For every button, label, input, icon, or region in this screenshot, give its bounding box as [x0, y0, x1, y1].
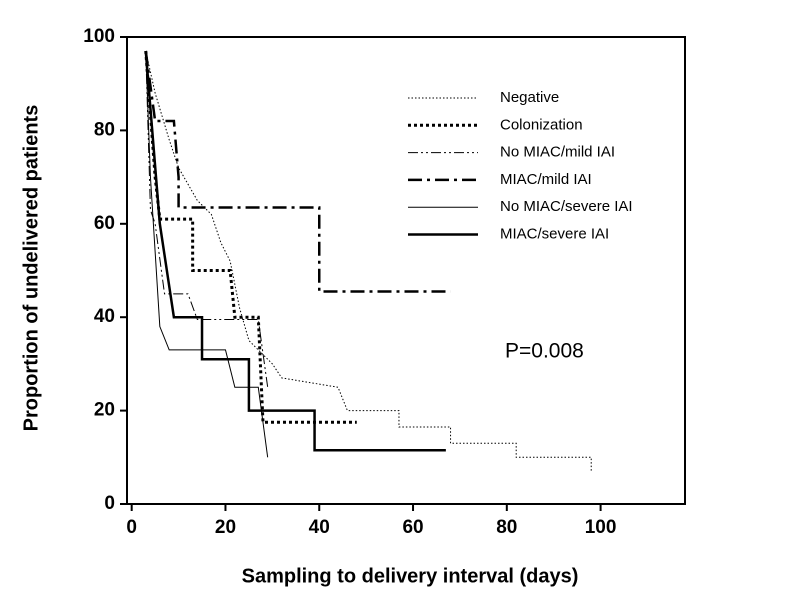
y-tick-label: 40 [94, 306, 115, 327]
legend-label: No MIAC/severe IAI [500, 198, 633, 215]
series-line [144, 50, 357, 424]
x-axis-label: Sampling to delivery interval (days) [242, 565, 579, 587]
annotation: P=0.008 [505, 340, 584, 363]
series-line [145, 50, 269, 388]
legend-label: Colonization [500, 116, 583, 133]
y-tick-label: 0 [104, 493, 115, 514]
legend-label: No MIAC/mild IAI [500, 144, 615, 161]
x-tick-label: 60 [402, 517, 423, 538]
x-tick-label: 0 [126, 517, 137, 538]
legend-label: MIAC/mild IAI [500, 171, 592, 188]
plot-frame [126, 36, 686, 505]
legend-label: Negative [500, 89, 559, 106]
series-line [145, 50, 592, 472]
series-line [144, 50, 446, 452]
x-tick-label: 100 [585, 517, 617, 538]
x-tick-label: 40 [309, 517, 330, 538]
series-line [145, 50, 269, 458]
legend-label: MIAC/severe IAI [500, 225, 609, 242]
y-axis-label: Proportion of undelivered patients [20, 105, 42, 432]
y-tick-label: 60 [94, 213, 115, 234]
y-tick-label: 20 [94, 400, 115, 421]
y-tick-label: 80 [94, 119, 115, 140]
series-line [144, 50, 451, 293]
x-tick-label: 80 [496, 517, 517, 538]
x-tick-label: 20 [215, 517, 236, 538]
y-tick-label: 100 [83, 26, 115, 47]
